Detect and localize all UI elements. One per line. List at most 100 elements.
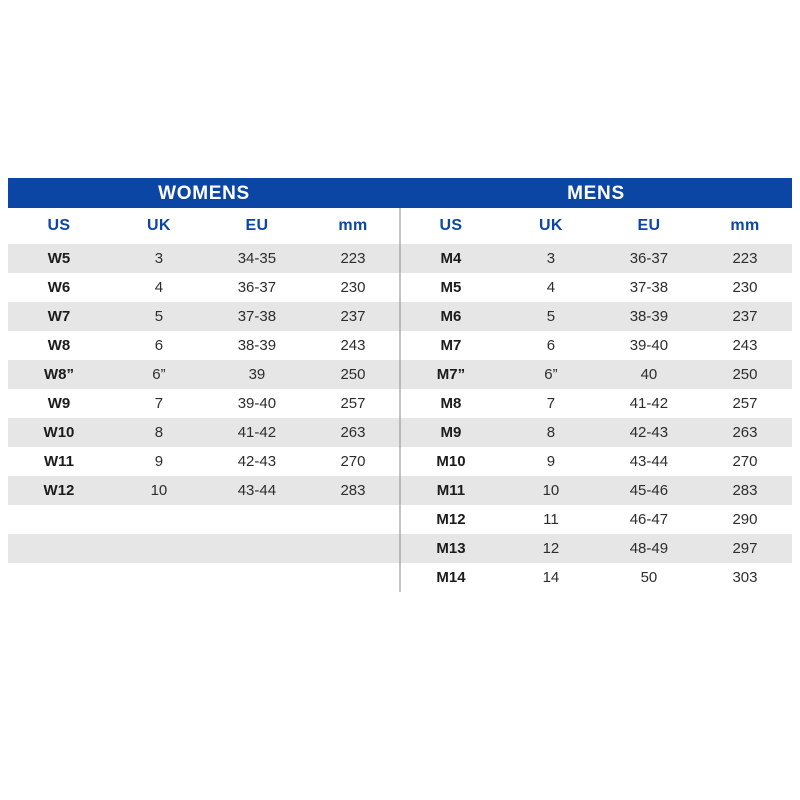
womens-cell-eu: 37-38 [207,302,306,331]
womens-cell-empty [305,563,400,592]
mens-cell-us: M6 [400,302,502,331]
womens-cell-empty [207,563,306,592]
womens-cell-mm: 223 [305,244,400,273]
mens-cell-uk: 6” [501,360,600,389]
womens-cell-eu: 34-35 [207,244,306,273]
table-row: M10 9 43-44 270 [400,447,792,476]
mens-cell-us: M7” [400,360,502,389]
womens-header-row: US UK EU mm [8,208,400,244]
womens-column-header-mm: mm [305,208,400,244]
mens-cell-mm: 290 [697,505,792,534]
mens-cell-eu: 36-37 [599,244,698,273]
table-row: W11 9 42-43 270 [8,447,400,476]
mens-cell-uk: 10 [501,476,600,505]
mens-cell-mm: 230 [697,273,792,302]
womens-cell-empty [8,534,110,563]
womens-cell-mm: 230 [305,273,400,302]
mens-cell-mm: 270 [697,447,792,476]
mens-cell-mm: 257 [697,389,792,418]
table-row: M12 11 46-47 290 [400,505,792,534]
mens-cell-uk: 5 [501,302,600,331]
womens-cell-empty [8,505,110,534]
womens-cell-empty [109,534,208,563]
womens-cell-us: W11 [8,447,110,476]
table-row: M5 4 37-38 230 [400,273,792,302]
womens-cell-us: W10 [8,418,110,447]
womens-cell-eu: 39-40 [207,389,306,418]
mens-cell-uk: 8 [501,418,600,447]
womens-cell-eu: 43-44 [207,476,306,505]
womens-cell-us: W12 [8,476,110,505]
womens-cell-eu: 39 [207,360,306,389]
mens-cell-eu: 43-44 [599,447,698,476]
table-row: M7” 6” 40 250 [400,360,792,389]
womens-cell-empty [305,534,400,563]
mens-cell-mm: 250 [697,360,792,389]
table-row: M7 6 39-40 243 [400,331,792,360]
table-row-empty [8,563,400,592]
mens-cell-eu: 37-38 [599,273,698,302]
womens-cell-us: W7 [8,302,110,331]
womens-cell-uk: 5 [109,302,208,331]
womens-cell-uk: 6” [109,360,208,389]
womens-cell-uk: 6 [109,331,208,360]
womens-cell-empty [305,505,400,534]
mens-cell-us: M8 [400,389,502,418]
table-row: M4 3 36-37 223 [400,244,792,273]
womens-cell-mm: 283 [305,476,400,505]
size-conversion-chart: WOMENS MENS US UK EU mm [8,178,792,592]
womens-cell-uk: 4 [109,273,208,302]
womens-cell-eu: 41-42 [207,418,306,447]
mens-cell-uk: 11 [501,505,600,534]
womens-cell-uk: 10 [109,476,208,505]
womens-cell-mm: 270 [305,447,400,476]
womens-cell-eu: 36-37 [207,273,306,302]
chart-banner: WOMENS MENS [8,178,792,208]
womens-cell-empty [207,505,306,534]
mens-cell-mm: 237 [697,302,792,331]
womens-cell-mm: 243 [305,331,400,360]
womens-cell-uk: 7 [109,389,208,418]
womens-cell-empty [109,563,208,592]
womens-column-header-uk: UK [109,208,208,244]
mens-cell-eu: 48-49 [599,534,698,563]
mens-cell-us: M14 [400,563,502,592]
mens-size-table: US UK EU mm M4 3 36-37 223 M5 4 37-38 230 M6 5 38-… [400,208,792,592]
womens-cell-uk: 9 [109,447,208,476]
mens-column-header-mm: mm [697,208,792,244]
womens-table-body: W5 3 34-35 223 W6 4 36-37 230 W7 5 37-38 237 W8 6 38-3… [8,244,400,592]
womens-cell-us: W5 [8,244,110,273]
mens-cell-uk: 3 [501,244,600,273]
banner-title-mens: MENS [567,182,625,204]
mens-cell-us: M10 [400,447,502,476]
womens-cell-uk: 3 [109,244,208,273]
womens-cell-eu: 42-43 [207,447,306,476]
mens-cell-us: M12 [400,505,502,534]
mens-table-body: M4 3 36-37 223 M5 4 37-38 230 M6 5 38-39 237 M7 6 39-4… [400,244,792,592]
womens-cell-us: W9 [8,389,110,418]
mens-table-wrapper: US UK EU mm M4 3 36-37 223 M5 4 37-38 230 M6 5 38-… [400,208,792,592]
table-row: M9 8 42-43 263 [400,418,792,447]
table-row: W8” 6” 39 250 [8,360,400,389]
mens-cell-mm: 297 [697,534,792,563]
table-row: W9 7 39-40 257 [8,389,400,418]
mens-cell-us: M7 [400,331,502,360]
mens-cell-eu: 42-43 [599,418,698,447]
banner-title-womens: WOMENS [158,182,250,204]
table-row: W10 8 41-42 263 [8,418,400,447]
mens-column-header-us: US [400,208,502,244]
womens-cell-empty [8,563,110,592]
table-row: M6 5 38-39 237 [400,302,792,331]
womens-table-wrapper: US UK EU mm W5 3 34-35 223 W6 4 36-37 230 W7 5 37-… [8,208,400,592]
chart-tables: US UK EU mm W5 3 34-35 223 W6 4 36-37 230 W7 5 37-… [8,208,792,592]
womens-cell-empty [109,505,208,534]
mens-cell-mm: 263 [697,418,792,447]
table-row: W7 5 37-38 237 [8,302,400,331]
table-row-empty [8,505,400,534]
womens-cell-us: W8 [8,331,110,360]
mens-column-header-uk: UK [501,208,600,244]
womens-column-header-eu: EU [207,208,306,244]
mens-cell-uk: 9 [501,447,600,476]
womens-cell-mm: 250 [305,360,400,389]
table-row: M8 7 41-42 257 [400,389,792,418]
